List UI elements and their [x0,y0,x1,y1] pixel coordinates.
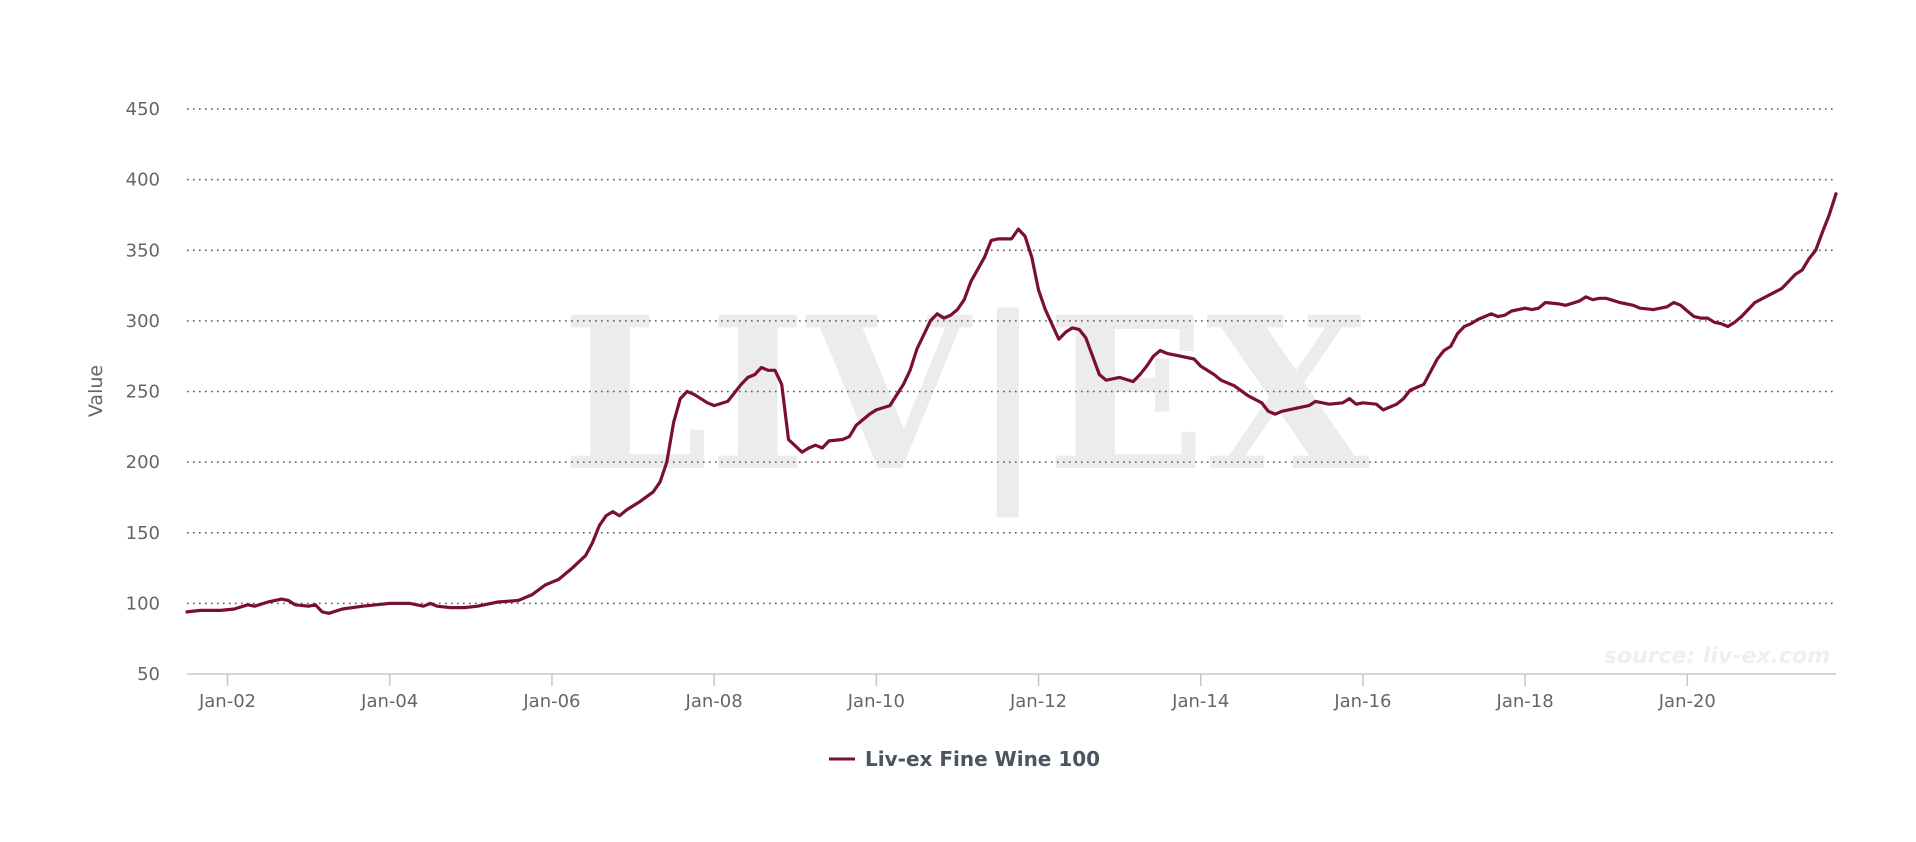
x-tick-label: Jan-18 [1496,691,1554,712]
grid-lines [187,108,1836,605]
y-axis: 50 100 150 200 250 300 350 400 450 [126,99,160,685]
y-tick-label: 100 [126,593,160,614]
y-tick-label: 250 [126,382,160,403]
legend[interactable]: Liv-ex Fine Wine 100 [829,747,1100,771]
y-tick-label: 200 [126,452,160,473]
y-tick-label: 350 [126,240,160,261]
x-tick-label: Jan-02 [198,691,256,712]
chart-credit[interactable]: source: liv-ex.com [1604,644,1830,669]
x-tick-label: Jan-12 [1009,691,1067,712]
legend-label: Liv-ex Fine Wine 100 [865,747,1100,771]
y-tick-label: 150 [126,523,160,544]
y-axis-title: Value [85,365,107,417]
x-tick-label: Jan-10 [847,691,905,712]
x-tick-label: Jan-04 [360,691,418,712]
y-tick-label: 400 [126,170,160,191]
series-line-liv-ex-fine-wine-100[interactable] [185,192,1838,615]
x-tick-label: Jan-16 [1333,691,1391,712]
x-tick-label: Jan-14 [1171,691,1229,712]
x-axis: Jan-02 Jan-04 Jan-06 Jan-08 Jan-10 Jan-12 Jan-… [198,674,1716,712]
y-tick-label: 300 [126,311,160,332]
x-tick-label: Jan-20 [1658,691,1716,712]
x-tick-label: Jan-08 [685,691,743,712]
x-tick-label: Jan-06 [522,691,580,712]
y-tick-label: 50 [137,664,160,685]
y-tick-label: 450 [126,99,160,120]
